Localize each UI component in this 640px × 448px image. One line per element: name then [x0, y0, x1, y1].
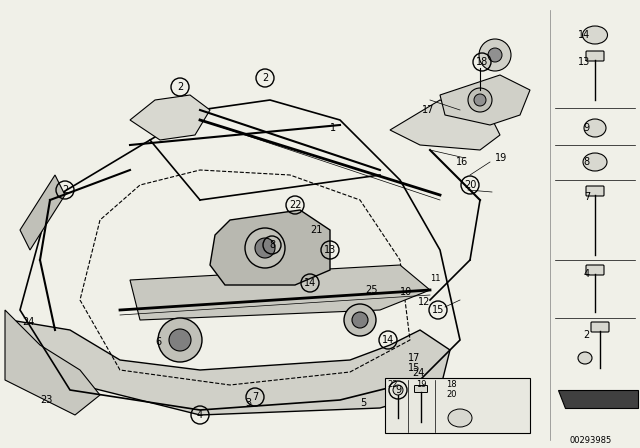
Text: 22: 22	[388, 379, 398, 388]
Polygon shape	[210, 210, 330, 285]
Text: 19: 19	[416, 379, 426, 388]
Polygon shape	[130, 265, 430, 320]
Text: 1: 1	[330, 123, 336, 133]
Polygon shape	[558, 390, 638, 408]
Text: 20: 20	[446, 389, 456, 399]
Text: 22: 22	[289, 200, 301, 210]
Text: 24: 24	[22, 317, 35, 327]
Text: 2: 2	[262, 73, 268, 83]
Text: 8: 8	[584, 157, 590, 167]
Circle shape	[352, 312, 368, 328]
Circle shape	[488, 48, 502, 62]
Text: 4: 4	[584, 269, 590, 279]
Text: 5: 5	[360, 398, 366, 408]
Polygon shape	[5, 310, 100, 415]
Text: 7: 7	[584, 192, 590, 202]
Polygon shape	[20, 175, 65, 250]
Text: 7: 7	[252, 392, 258, 402]
Polygon shape	[440, 75, 530, 125]
Text: 14: 14	[304, 278, 316, 288]
Polygon shape	[10, 320, 450, 415]
Text: 14: 14	[578, 30, 590, 40]
Circle shape	[479, 39, 511, 71]
Text: 18: 18	[446, 379, 456, 388]
Text: 4: 4	[197, 410, 203, 420]
Circle shape	[255, 238, 275, 258]
Text: 6: 6	[155, 337, 161, 347]
Text: 16: 16	[456, 157, 468, 167]
Ellipse shape	[582, 26, 607, 44]
Text: 20: 20	[464, 180, 476, 190]
Text: 23: 23	[40, 395, 52, 405]
Circle shape	[474, 94, 486, 106]
FancyBboxPatch shape	[415, 385, 428, 392]
Ellipse shape	[583, 153, 607, 171]
Text: 2: 2	[177, 82, 183, 92]
Text: 24: 24	[412, 368, 424, 378]
Circle shape	[169, 329, 191, 351]
Text: 13: 13	[578, 57, 590, 67]
FancyBboxPatch shape	[586, 265, 604, 275]
Polygon shape	[130, 95, 210, 140]
Text: 14: 14	[382, 335, 394, 345]
Text: 21: 21	[310, 225, 323, 235]
Text: 25: 25	[365, 285, 378, 295]
Text: 11: 11	[430, 273, 440, 283]
Text: 12: 12	[418, 297, 430, 307]
Text: 10: 10	[400, 287, 412, 297]
Circle shape	[158, 318, 202, 362]
Text: 19: 19	[495, 153, 508, 163]
Polygon shape	[390, 100, 500, 150]
Text: 17: 17	[408, 353, 420, 363]
Text: 13: 13	[324, 245, 336, 255]
FancyBboxPatch shape	[591, 322, 609, 332]
Text: 9: 9	[584, 123, 590, 133]
Text: 2: 2	[62, 185, 68, 195]
Ellipse shape	[578, 352, 592, 364]
Text: 15: 15	[432, 305, 444, 315]
Circle shape	[245, 228, 285, 268]
Text: 3: 3	[245, 398, 251, 408]
Text: 2: 2	[584, 330, 590, 340]
FancyBboxPatch shape	[586, 51, 604, 61]
Text: 17: 17	[422, 105, 435, 115]
Text: 00293985: 00293985	[570, 435, 612, 444]
Ellipse shape	[448, 409, 472, 427]
Circle shape	[393, 385, 403, 395]
Text: 15: 15	[408, 363, 420, 373]
Ellipse shape	[584, 119, 606, 137]
Circle shape	[344, 304, 376, 336]
Text: 18: 18	[476, 57, 488, 67]
Text: 8: 8	[269, 240, 275, 250]
Bar	[385, 378, 530, 433]
FancyBboxPatch shape	[586, 186, 604, 196]
Text: 9: 9	[395, 385, 401, 395]
Circle shape	[468, 88, 492, 112]
